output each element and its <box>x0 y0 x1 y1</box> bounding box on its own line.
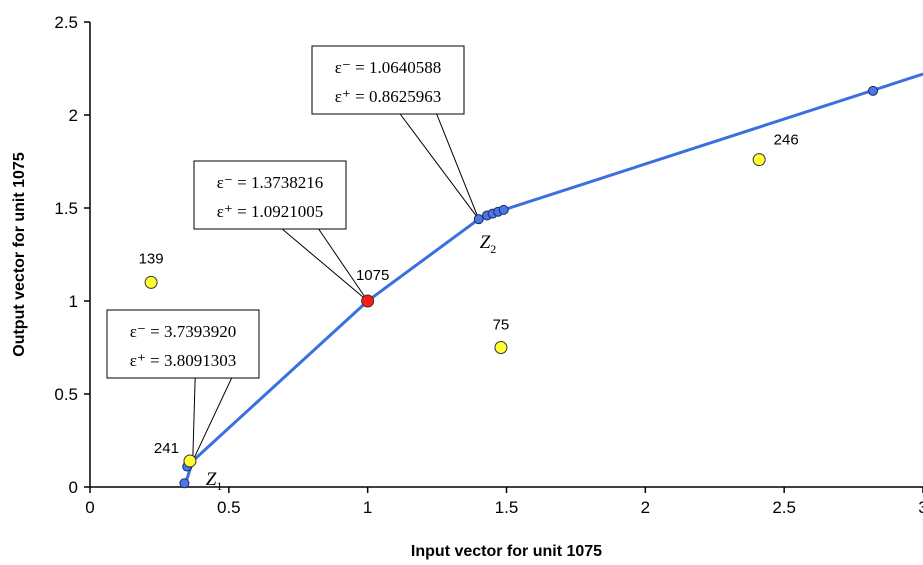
callout-line <box>436 113 480 220</box>
x-tick-label: 3 <box>918 498 923 517</box>
frontier-point <box>473 214 484 225</box>
target-point-1075 <box>361 294 375 308</box>
epsilon-box: ε⁻ = 3.7393920 ε⁺ = 3.8091303 <box>106 309 260 462</box>
vertex-label: Z1 <box>206 469 223 493</box>
point-label-246: 246 <box>774 132 799 149</box>
dmu-point-241 <box>183 454 197 468</box>
y-tick-label: 2.5 <box>54 13 78 32</box>
callout-line <box>318 228 369 302</box>
axes: 0 0.5 1 1.5 2 2.5 3 0 0.5 1 1.5 2 2.5 <box>54 13 923 517</box>
callout-line <box>192 377 196 461</box>
callout-line <box>399 113 480 220</box>
y-tick-label: 1.5 <box>54 199 78 218</box>
dmu-point-75 <box>494 341 508 354</box>
vertex-label: Z2 <box>480 232 497 256</box>
epsilon-plus-value: ε⁺ = 1.0921005 <box>217 202 323 221</box>
epsilon-box-frame <box>193 160 347 230</box>
epsilon-plus-value: ε⁺ = 0.8625963 <box>335 87 441 106</box>
epsilon-box-frame <box>311 45 465 115</box>
epsilon-minus-value: ε⁻ = 3.7393920 <box>130 322 236 341</box>
epsilon-box: ε⁻ = 1.0640588 ε⁺ = 0.8625963 <box>311 45 480 220</box>
point-label-241: 241 <box>154 440 179 457</box>
frontier-layer <box>182 72 923 488</box>
x-tick-label: 0.5 <box>217 498 241 517</box>
x-tick-label: 1.5 <box>495 498 519 517</box>
frontier-line <box>182 72 923 488</box>
point-label-75: 75 <box>493 317 510 334</box>
frontier-point <box>179 478 190 489</box>
point-label-1075: 1075 <box>356 267 389 284</box>
x-tick-label: 2 <box>641 498 650 517</box>
y-tick-label: 1 <box>69 292 78 311</box>
dmu-point-139 <box>144 275 158 289</box>
dmu-point-246 <box>752 153 766 167</box>
epsilon-minus-value: ε⁻ = 1.3738216 <box>217 173 323 192</box>
y-tick-label: 0.5 <box>54 385 78 404</box>
frontier-point <box>868 85 879 96</box>
y-tick-label: 2 <box>69 106 78 125</box>
point-label-139: 139 <box>139 250 164 267</box>
x-tick-label: 0 <box>85 498 94 517</box>
x-axis-title: Input vector for unit 1075 <box>411 543 602 560</box>
vertex-letter: Z <box>206 469 217 490</box>
vertex-subscript: 1 <box>216 479 222 493</box>
x-tick-label: 1 <box>363 498 372 517</box>
epsilon-box: ε⁻ = 1.3738216 ε⁺ = 1.0921005 <box>193 160 369 302</box>
callout-line <box>281 228 368 302</box>
points-layer <box>144 85 879 489</box>
y-axis-title: Output vector for unit 1075 <box>11 152 28 357</box>
frontier-point <box>498 204 509 215</box>
epsilon-plus-value: ε⁺ = 3.8091303 <box>130 351 236 370</box>
y-tick-label: 0 <box>69 478 78 497</box>
vertex-letter: Z <box>480 232 491 253</box>
epsilon-minus-value: ε⁻ = 1.0640588 <box>335 58 441 77</box>
callout-line <box>192 377 233 462</box>
annotation-layer: ε⁻ = 3.7393920 ε⁺ = 3.8091303 ε⁻ = 1.37382… <box>106 45 480 462</box>
epsilon-box-frame <box>106 309 260 379</box>
x-tick-label: 2.5 <box>772 498 796 517</box>
vertex-subscript: 2 <box>490 242 496 256</box>
